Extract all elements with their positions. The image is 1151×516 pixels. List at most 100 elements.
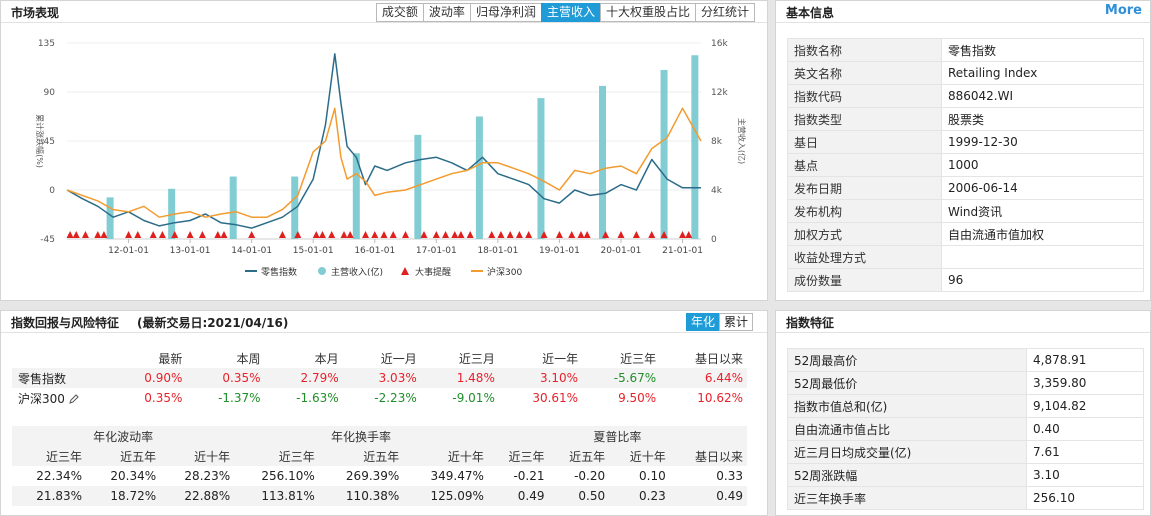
risk-cell: 18.72%	[86, 486, 161, 506]
event-marker	[660, 231, 668, 238]
retail-index-line	[66, 53, 701, 229]
chart-left-axis-label: 累计涨跌幅(%)	[35, 114, 45, 168]
feature-row: 52周涨跌幅 3.10	[787, 463, 1144, 487]
event-marker	[328, 231, 336, 238]
event-marker	[278, 231, 286, 238]
basic-info-key: 指数代码	[787, 84, 942, 108]
event-marker	[158, 231, 166, 238]
event-marker	[555, 231, 563, 238]
tab-volatility[interactable]: 波动率	[422, 3, 471, 22]
return-column-header: 近一月	[380, 351, 417, 366]
tab-dividend[interactable]: 分红统计	[694, 3, 755, 22]
chart-x-tick: 20-01-01	[601, 246, 642, 256]
chart-x-tick: 17-01-01	[416, 246, 457, 256]
event-marker	[540, 231, 548, 238]
return-column-header: 本周	[236, 351, 261, 366]
tab-net-profit[interactable]: 归母净利润	[469, 3, 542, 22]
risk-group-header: 年化波动率	[12, 426, 235, 446]
basic-info-row: 指数名称 零售指数	[787, 38, 1144, 62]
risk-cell: 22.34%	[36, 469, 83, 483]
market-title: 市场表现	[11, 6, 60, 20]
basic-info-key: 发布日期	[787, 176, 942, 200]
return-cell: 9.50%	[618, 391, 657, 405]
feature-key: 近三月日均成交量(亿)	[787, 440, 1027, 464]
chart-left-tick: 0	[49, 186, 55, 196]
event-marker	[220, 231, 228, 238]
risk-group-row: 年化波动率 年化换手率 夏普比率	[12, 426, 747, 446]
event-marker	[380, 231, 388, 238]
return-cell: -2.23%	[374, 391, 417, 405]
event-marker	[371, 231, 379, 238]
chart-left-tick: 135	[38, 39, 55, 49]
basic-info-row: 发布机构 Wind资讯	[787, 199, 1144, 223]
basic-info-row: 发布日期 2006-06-14	[787, 176, 1144, 200]
feature-row: 近三月日均成交量(亿) 7.61	[787, 440, 1144, 464]
edit-pencil-icon[interactable]	[69, 393, 79, 404]
toggle-cumulative[interactable]: 累计	[718, 313, 753, 331]
basic-info-row: 加权方式 自由流通市值加权	[787, 222, 1144, 246]
legend-label: 主营收入(亿)	[331, 266, 383, 278]
toggle-annualized[interactable]: 年化	[685, 313, 720, 331]
feature-row: 近三年换手率 256.10	[787, 486, 1144, 510]
basic-info-row: 指数代码 886042.WI	[787, 84, 1144, 108]
return-cell: 6.44%	[660, 368, 747, 388]
chart-svg: 135 90 45 0 -45 16k 12k 8k 4k 0 累计涨跌幅(%) 主营收入(亿) 12-…	[35, 39, 747, 278]
basic-info-value: 1999-12-30	[941, 130, 1144, 154]
return-subtitle: (最新交易日:2021/04/16)	[137, 316, 289, 330]
basic-title: 基本信息	[786, 6, 835, 20]
chart-right-tick: 16k	[711, 39, 728, 49]
basic-info-key: 收益处理方式	[787, 245, 942, 269]
event-marker	[100, 231, 108, 238]
event-marker	[72, 231, 80, 238]
event-marker	[149, 231, 157, 238]
risk-cell: 0.50	[548, 486, 610, 506]
event-marker	[362, 231, 370, 238]
feature-key: 指数市值总和(亿)	[787, 394, 1027, 418]
event-marker	[466, 231, 474, 238]
event-marker	[340, 231, 348, 238]
basic-info-value: Retailing Index	[941, 61, 1144, 85]
event-marker	[568, 231, 576, 238]
basic-info-key: 基日	[787, 130, 942, 154]
return-cell: 3.10%	[498, 368, 583, 388]
basic-info-row: 基点 1000	[787, 153, 1144, 177]
risk-cell: 20.34%	[110, 469, 157, 483]
event-marker	[648, 231, 656, 238]
feature-key: 52周最高价	[787, 348, 1027, 372]
chart-right-tick: 4k	[711, 186, 723, 196]
risk-subheader-row: 近三年 近五年 近十年 近三年 近五年 近十年 近三年 近五年 近十年 基日以来	[12, 446, 747, 466]
risk-column-header: 近十年	[160, 446, 235, 466]
more-link[interactable]: More	[1104, 3, 1142, 18]
tab-top10-weight[interactable]: 十大权重股占比	[599, 3, 696, 22]
risk-cell: 0.49	[487, 486, 549, 506]
revenue-bar	[352, 153, 360, 239]
basic-info-value	[941, 245, 1144, 269]
return-toggle: 年化 累计	[685, 313, 753, 331]
chart-x-tick: 13-01-01	[170, 246, 211, 256]
feature-value: 256.10	[1026, 486, 1144, 510]
event-marker	[583, 231, 591, 238]
basic-header: 基本信息 More	[776, 1, 1150, 23]
risk-cell: 0.10	[639, 469, 666, 483]
tab-turnover[interactable]: 成交额	[375, 3, 424, 22]
risk-cell: -0.20	[574, 469, 606, 483]
chart-x-tick: 12-01-01	[108, 246, 149, 256]
event-marker	[432, 231, 440, 238]
basic-info-value: 1000	[941, 153, 1144, 177]
return-cell: 0.35%	[144, 391, 183, 405]
feature-key: 自由流通市值占比	[787, 417, 1027, 441]
event-marker	[214, 231, 222, 238]
risk-column-header: 近十年	[609, 446, 670, 466]
return-column-header	[12, 348, 115, 368]
return-risk-panel: 指数回报与风险特征 (最新交易日:2021/04/16) 年化 累计 最新 本周 本…	[0, 310, 768, 516]
revenue-bar	[660, 69, 668, 239]
feature-row: 自由流通市值占比 0.40	[787, 417, 1144, 441]
feature-row: 指数市值总和(亿) 9,104.82	[787, 394, 1144, 418]
return-cell: 3.03%	[342, 368, 421, 388]
chart-x-tick: 16-01-01	[354, 246, 395, 256]
legend-bar-swatch	[318, 267, 326, 275]
event-marker	[186, 231, 194, 238]
basic-info-row: 收益处理方式	[787, 245, 1144, 269]
event-marker	[402, 231, 410, 238]
tab-revenue[interactable]: 主营收入	[540, 3, 601, 22]
